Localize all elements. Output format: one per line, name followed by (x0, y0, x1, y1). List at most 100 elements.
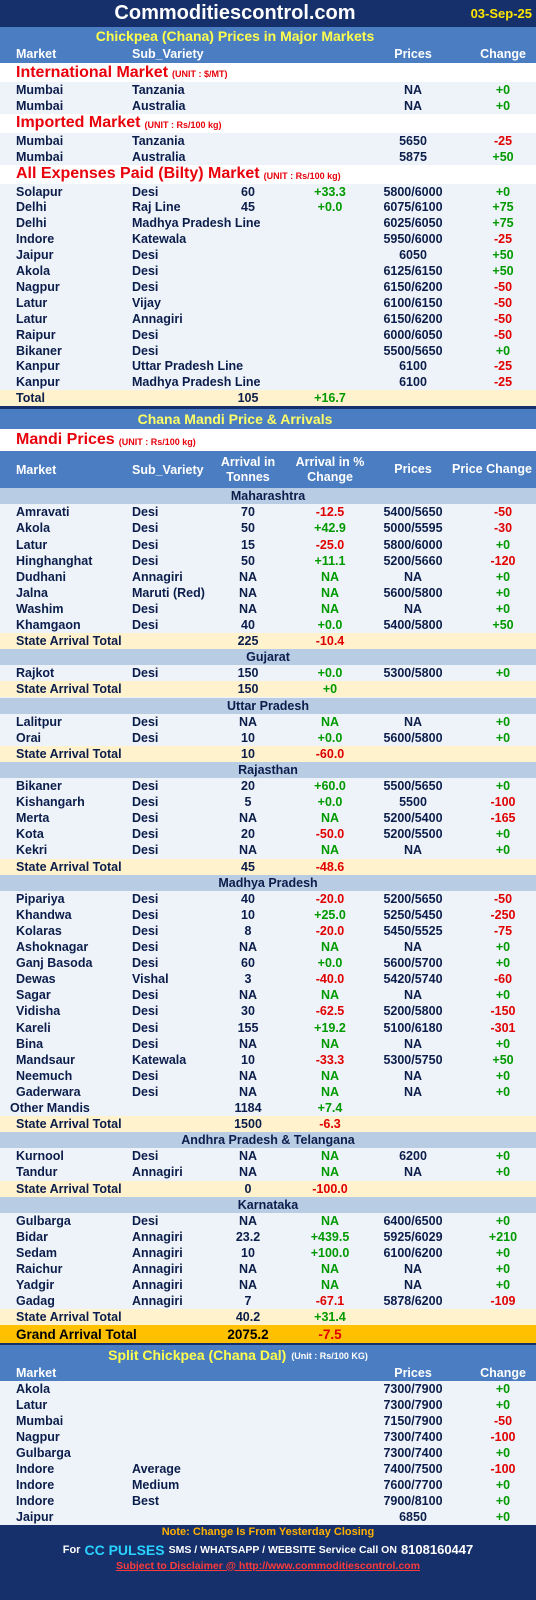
sub-variety: Desi (132, 795, 159, 810)
arrival-change: +16.7 (314, 391, 346, 406)
price: 6000/6050 (383, 327, 443, 342)
price: 5420/5740 (383, 972, 443, 987)
price: 6150/6200 (383, 279, 443, 294)
mandi-row: Other Mandis 1184 +7.4 (0, 1100, 536, 1117)
sub-variety: Desi (132, 988, 159, 1003)
mandi-row: Latur Desi 15 -25.0 5800/6000 +0 (0, 536, 536, 553)
market: Ganj Basoda (16, 956, 93, 971)
price-change: +0 (495, 956, 511, 971)
sub-variety: Raj Line (132, 200, 181, 215)
arrival: 60 (241, 956, 255, 971)
market: State Arrival Total (16, 859, 122, 874)
price: 5400/5650 (383, 505, 443, 520)
market: Lalitpur (16, 714, 62, 729)
price-change: -100 (490, 1430, 516, 1445)
column-label: Market (16, 462, 57, 477)
arrival: 5 (244, 795, 252, 810)
heading-unit: (UNIT : Rs/100 kg) (118, 436, 196, 447)
price-change: +0 (495, 585, 511, 600)
state-header: Uttar Pradesh (0, 697, 536, 714)
price: 5500 (399, 795, 427, 810)
market: Total (16, 391, 45, 406)
arrival: 10 (241, 1052, 255, 1067)
arrival-change: -20.0 (315, 923, 345, 938)
heading-line: Imported Market (UNIT : Rs/100 kg) (0, 114, 536, 133)
sub-variety: Madhya Pradesh Line (132, 375, 261, 390)
price: 5200/5500 (383, 827, 443, 842)
price-change: -250 (490, 907, 516, 922)
market: Tandur (16, 1165, 58, 1180)
arrival: 50 (241, 553, 255, 568)
sub-variety: Annagiri (132, 1245, 183, 1260)
price: 5250/5450 (383, 907, 443, 922)
arrival-change: -6.3 (319, 1117, 341, 1132)
price: 6400/6500 (383, 1213, 443, 1228)
state-name: Karnataka (237, 1197, 299, 1212)
section-heading: Mandi Prices (UNIT : Rs/100 kg) (0, 429, 536, 452)
market: Mumbai (16, 149, 64, 164)
arrival: 45 (241, 200, 255, 215)
price-change: +0 (495, 1213, 511, 1228)
arrival-change: NA (320, 1262, 340, 1277)
price-change: -50 (493, 505, 513, 520)
price-change: +0 (495, 827, 511, 842)
mandi-row: Kishangarh Desi 5 +0.0 5500 -100 (0, 794, 536, 811)
sub-variety: Annagiri (132, 1294, 183, 1309)
price-change: +0 (495, 1036, 511, 1051)
price-change: +0 (495, 779, 511, 794)
market: Kekri (16, 843, 48, 858)
column-label: Arrival in % Change (295, 454, 365, 484)
heading-text: Imported Market (16, 114, 141, 132)
market: Pipariya (16, 891, 65, 906)
state-total-row: State Arrival Total 40.2 +31.4 (0, 1309, 536, 1326)
note: Note: Change Is From Yesterday Closing (161, 1525, 375, 1538)
price: 5800/6000 (383, 184, 443, 199)
price: 5200/5800 (383, 1004, 443, 1019)
state-header: Andhra Pradesh & Telangana (0, 1132, 536, 1149)
market: Yadgir (16, 1278, 55, 1293)
price-change: +0 (495, 940, 511, 955)
market: Mumbai (16, 133, 64, 148)
market: Raichur (16, 1262, 63, 1277)
price-change: -50 (493, 327, 513, 342)
market: Gulbarga (16, 1213, 71, 1228)
sub-variety: Desi (132, 279, 159, 294)
arrival-change: NA (320, 1036, 340, 1051)
arrival-change: -50.0 (315, 827, 345, 842)
sub-variety: Annagiri (132, 1229, 183, 1244)
price-change: +0 (495, 98, 511, 113)
arrival: 10 (241, 746, 255, 761)
price: 6050 (399, 248, 427, 263)
arrival-change: -7.5 (318, 1326, 342, 1342)
market: Latur (16, 295, 48, 310)
sub-variety: Australia (132, 149, 186, 164)
arrival: 150 (237, 682, 259, 697)
mandi-row: Rajkot Desi 150 +0.0 5300/5800 +0 (0, 665, 536, 682)
column-header: Market Prices Change (0, 1364, 536, 1382)
price: 7300/7900 (383, 1398, 443, 1413)
sub-variety: Desi (132, 891, 159, 906)
column-label: Prices (394, 1365, 432, 1380)
sub-variety: Annagiri (132, 1262, 183, 1277)
price: 6075/6100 (383, 200, 443, 215)
price-change: +0 (495, 184, 511, 199)
price-change: +0 (495, 1262, 511, 1277)
price-change: -25 (493, 133, 513, 148)
mandi-row: Hinghanghat Desi 50 +11.1 5200/5660 -120 (0, 552, 536, 569)
sub-variety: Desi (132, 1068, 159, 1083)
heading-line: All Expenses Paid (Bilty) Market (UNIT : … (0, 165, 536, 184)
arrival-change: -60.0 (315, 746, 345, 761)
sub-variety: Desi (132, 811, 159, 826)
arrival: 15 (241, 537, 255, 552)
price: 6100 (399, 375, 427, 390)
sub-variety: Desi (132, 505, 159, 520)
column-label: Change (480, 47, 526, 61)
arrival-change: +25.0 (314, 907, 346, 922)
dal-row: Jaipur 6850 +0 (0, 1508, 536, 1525)
price-change: -30 (493, 521, 513, 536)
sub-variety: Average (132, 1461, 181, 1476)
market: Indore (16, 1461, 55, 1476)
price-change: -150 (490, 1004, 516, 1019)
arrival-change: +439.5 (310, 1229, 350, 1244)
